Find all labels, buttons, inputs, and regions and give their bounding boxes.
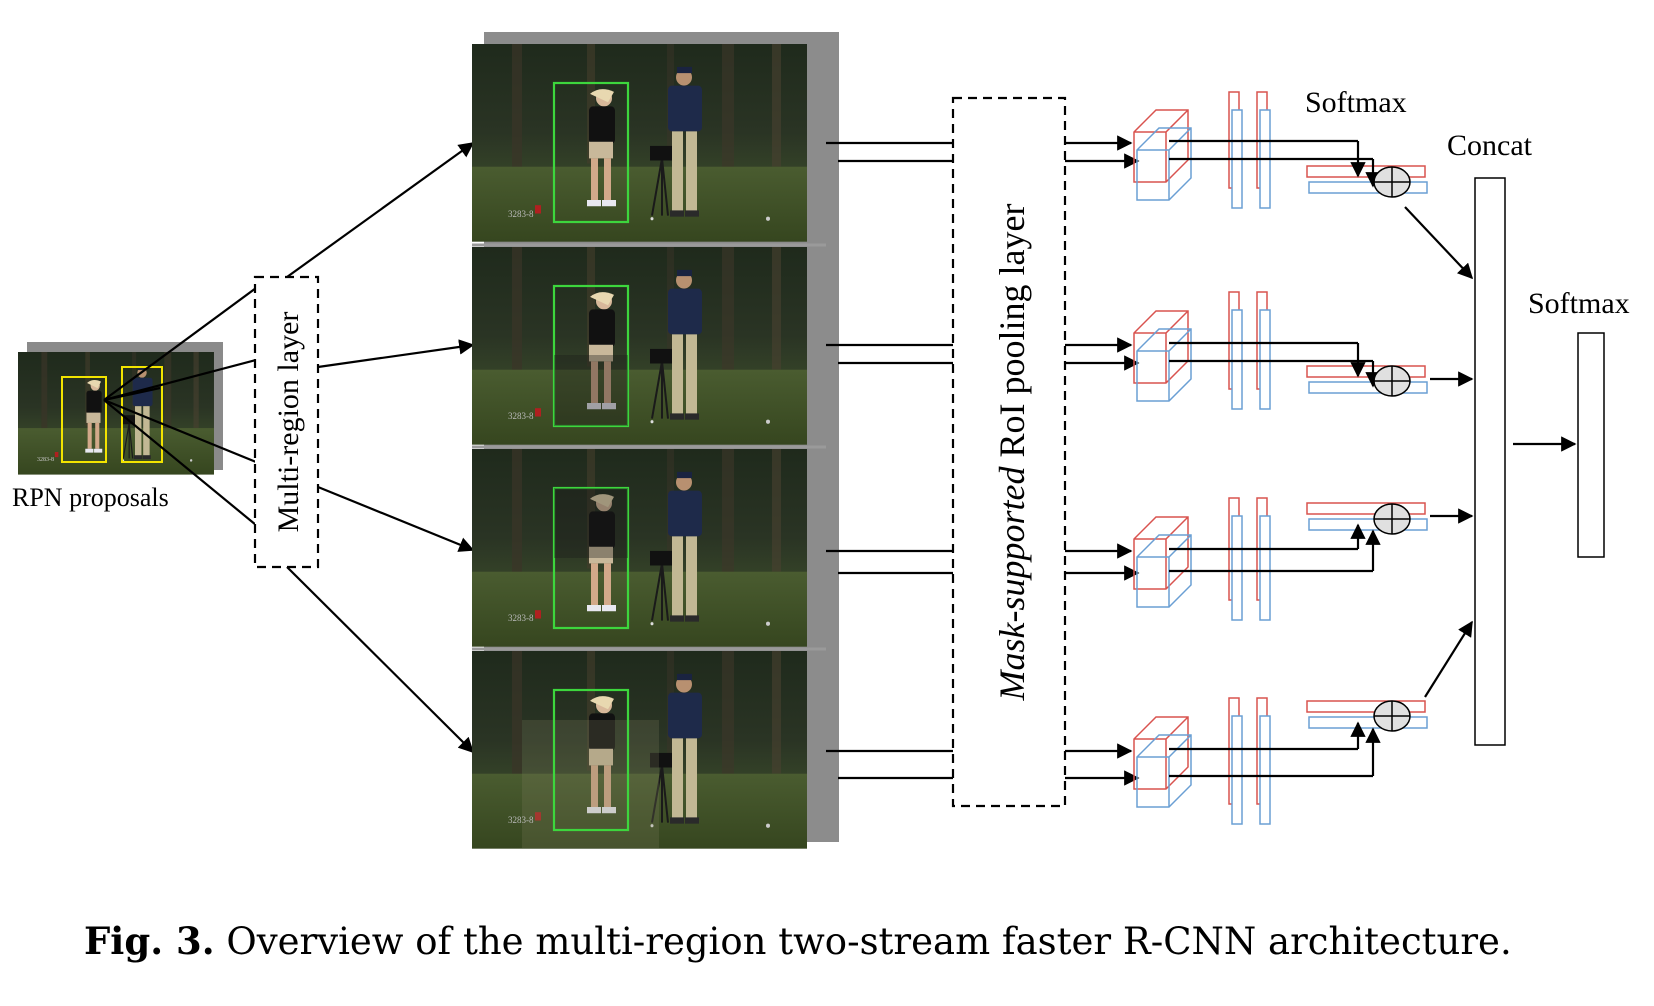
- proposal-box-golfer: [61, 376, 107, 463]
- concat-label: Concat: [1447, 129, 1533, 162]
- concat-block: [1474, 177, 1506, 746]
- frame-badge-4: 3283-8: [508, 815, 534, 825]
- frame-badge-3: 3283-8: [508, 613, 534, 623]
- roi-pooling-layer-box: [951, 96, 1067, 808]
- roi-pooling-layer-label: Mask-supported RoI pooling layer: [992, 204, 1032, 702]
- proposal-fan-lines: [103, 287, 257, 526]
- roi-box-4: [552, 688, 630, 832]
- multi-region-layer-label: Multi-region layer: [272, 312, 305, 533]
- frame-region-2: 3283-8: [470, 245, 809, 446]
- softmax-final-label: Softmax: [1528, 287, 1630, 320]
- frame-region-1: 3283-8: [470, 42, 809, 243]
- roi-box-2: [552, 284, 630, 428]
- proposal-thumbnail: 3283-8: [17, 342, 223, 476]
- frame-region-3: 3283-8: [470, 447, 809, 648]
- softmax-final-block: [1577, 332, 1605, 558]
- figure-caption: Fig. 3. Overview of the multi-region two…: [84, 919, 1512, 963]
- frame-badge-2: 3283-8: [508, 411, 534, 421]
- frame-dividers: [472, 243, 826, 651]
- frame-to-roi-lines: [826, 141, 953, 780]
- stream-branches: [1065, 91, 1428, 825]
- roi-box-3: [552, 486, 630, 630]
- concat-input-arrows: [1404, 206, 1474, 698]
- roi-box-1: [552, 81, 630, 224]
- rpn-proposals-label: RPN proposals: [12, 483, 169, 512]
- multi-region-layer-box: [253, 275, 320, 569]
- region-arrows: [286, 142, 475, 754]
- frame-region-4: 3283-8: [470, 649, 809, 850]
- softmax-label-branch: Softmax: [1305, 86, 1407, 119]
- frame-badge-1: 3283-8: [508, 209, 534, 219]
- proposal-badge: 3283-8: [37, 457, 54, 463]
